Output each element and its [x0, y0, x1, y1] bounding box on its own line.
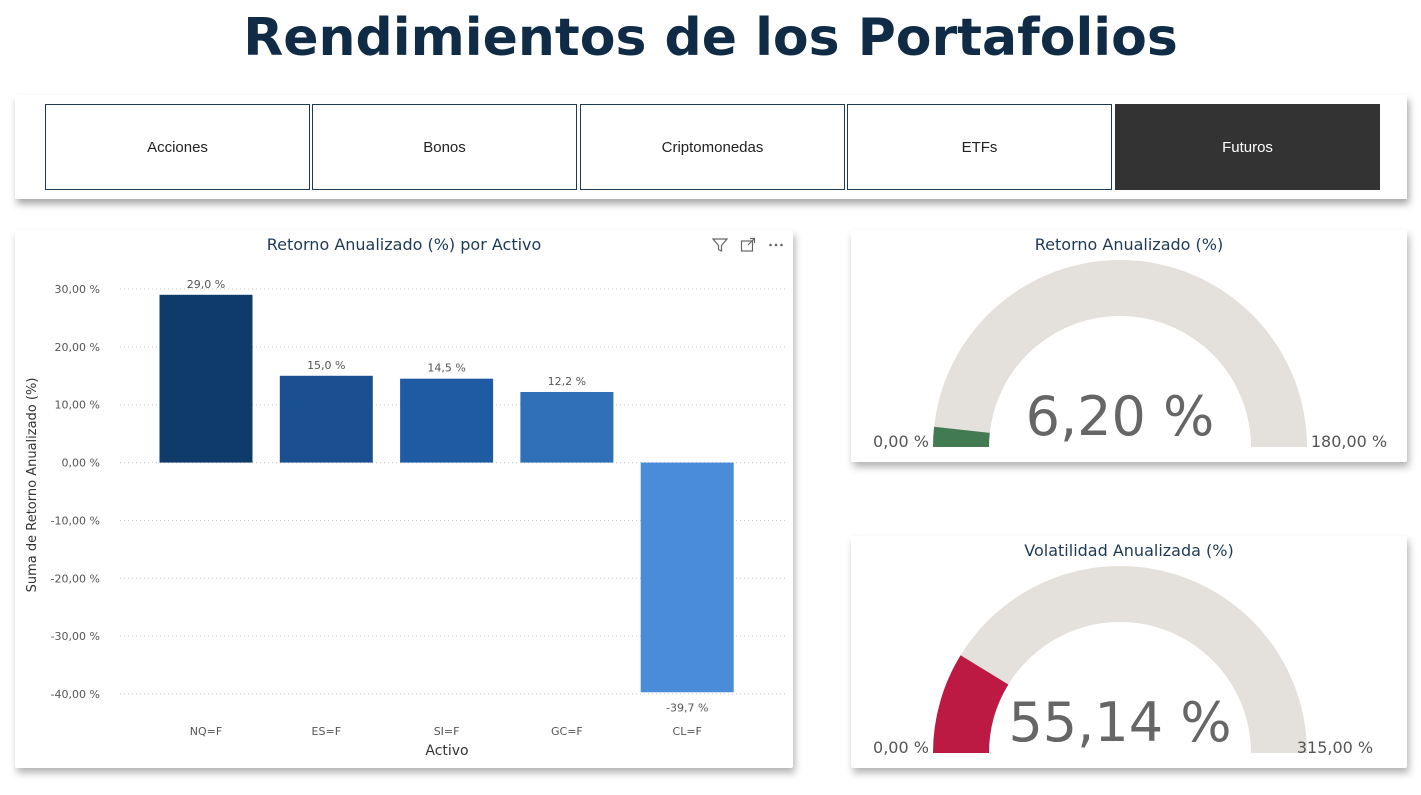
return-gauge-fill: [933, 426, 990, 447]
y-tick-label: 10,00 %: [55, 399, 100, 412]
data-label: 29,0 %: [187, 278, 225, 291]
slicer-button-criptomonedas[interactable]: Criptomonedas: [580, 104, 845, 190]
bar-cl-f: [640, 462, 734, 693]
y-tick-label: 20,00 %: [55, 341, 100, 354]
x-tick-label: NQ=F: [190, 725, 222, 738]
volatility-gauge-title: Volatilidad Anualizada (%): [1024, 541, 1234, 560]
y-tick-label: 30,00 %: [55, 283, 100, 296]
volatility-gauge-fill: [933, 655, 1009, 753]
slicer-button-acciones[interactable]: Acciones: [45, 104, 310, 190]
data-label: 12,2 %: [548, 375, 586, 388]
return-gauge-title: Retorno Anualizado (%): [1034, 235, 1224, 254]
filter-icon[interactable]: [711, 236, 729, 254]
slicer-button-etfs[interactable]: ETFs: [847, 104, 1112, 190]
bar-es-f: [279, 375, 373, 463]
y-tick-label: -20,00 %: [51, 572, 100, 585]
return-gauge-min-label: 0,00 %: [873, 432, 929, 451]
slicer-button-bonos[interactable]: Bonos: [312, 104, 577, 190]
return-gauge-card: Retorno Anualizado (%) 6,20 % 0,00 % 180…: [851, 230, 1407, 462]
y-tick-label: -30,00 %: [51, 630, 100, 643]
return-gauge-max-label: 180,00 %: [1311, 432, 1387, 451]
volatility-gauge-min-label: 0,00 %: [873, 738, 929, 757]
volatility-gauge-value: 55,14 %: [1008, 691, 1231, 754]
visual-header-icons: [711, 236, 785, 254]
volatility-gauge-card: Volatilidad Anualizada (%) 55,14 % 0,00 …: [851, 536, 1407, 768]
data-label: -39,7 %: [666, 701, 708, 714]
volatility-gauge-max-label: 315,00 %: [1297, 738, 1373, 757]
return-gauge: 6,20 % 0,00 % 180,00 %: [873, 260, 1387, 451]
x-tick-label: GC=F: [551, 725, 583, 738]
asset-type-slicer: Acciones Bonos Criptomonedas ETFs Futuro…: [15, 95, 1407, 199]
bar-gc-f: [520, 391, 614, 463]
volatility-gauge: 55,14 % 0,00 % 315,00 %: [873, 566, 1373, 757]
y-tick-label: -40,00 %: [51, 688, 100, 701]
bar-chart: 30,00 % 20,00 % 10,00 % 0,00 % -10,00 % -20,0…: [25, 278, 785, 759]
y-axis-title: Suma de Retorno Anualizado (%): [25, 378, 40, 593]
volatility-gauge-track: [933, 566, 1307, 753]
more-options-icon[interactable]: [767, 236, 785, 254]
chart-title: Retorno Anualizado (%) por Activo: [266, 235, 542, 254]
bar-chart-card: Retorno Anualizado (%) por Activo 30,00 …: [15, 230, 793, 768]
return-gauge-track: [933, 260, 1307, 447]
x-tick-label: ES=F: [312, 725, 341, 738]
return-gauge-value: 6,20 %: [1026, 385, 1215, 448]
bar-nq-f: [159, 294, 253, 463]
page-title: Rendimientos de los Portafolios: [243, 8, 1178, 68]
x-tick-label: CL=F: [673, 725, 702, 738]
slicer-button-futuros[interactable]: Futuros: [1115, 104, 1380, 190]
y-tick-label: -10,00 %: [51, 514, 100, 527]
data-label: 15,0 %: [307, 359, 345, 372]
y-tick-label: 0,00 %: [62, 457, 100, 470]
focus-mode-icon[interactable]: [739, 236, 757, 254]
x-tick-label: SI=F: [434, 725, 460, 738]
bar-si-f: [400, 378, 494, 463]
data-label: 14,5 %: [427, 362, 465, 375]
x-axis-title: Activo: [425, 743, 468, 759]
